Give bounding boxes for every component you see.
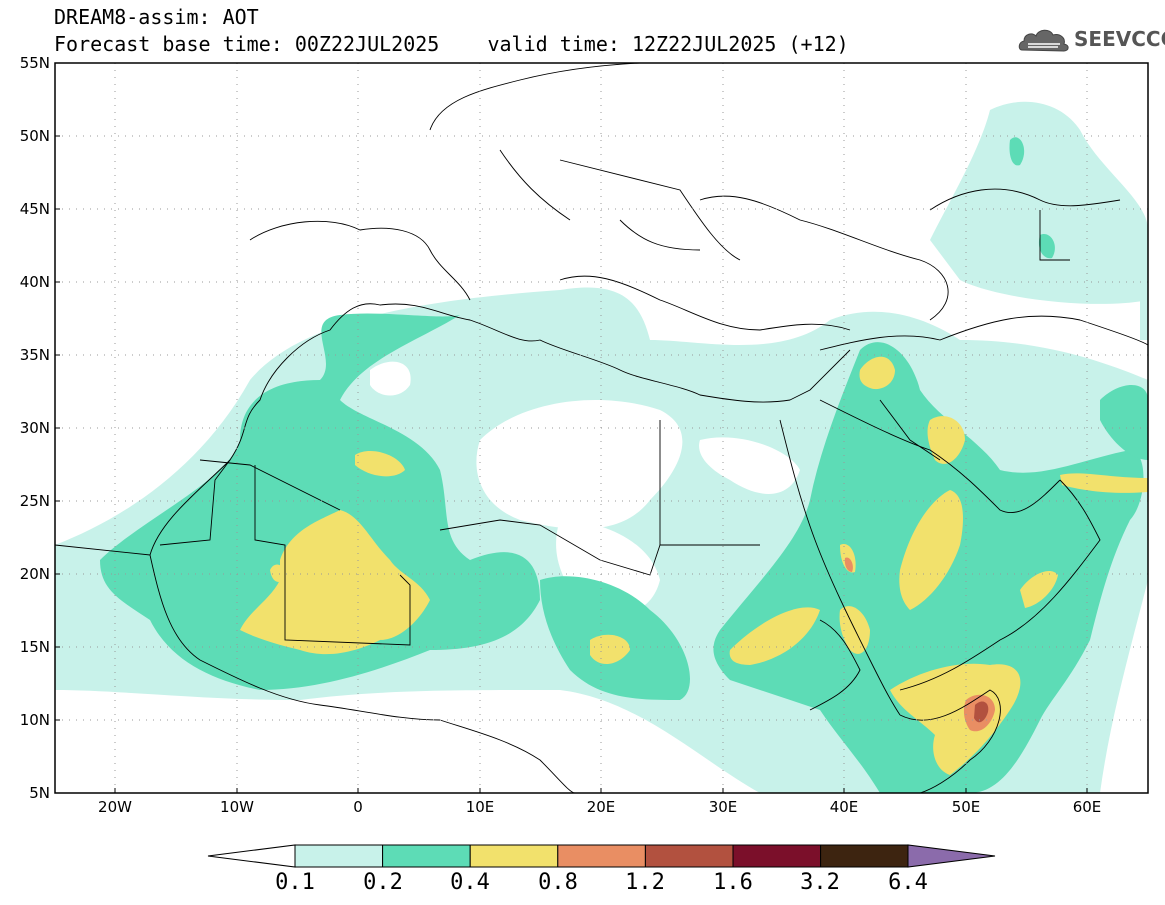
aot-zone-0.4 <box>355 450 405 477</box>
lat-label: 40N <box>20 273 50 291</box>
aot-zone-0.4 <box>729 607 820 665</box>
logo-text: SEEVCCC <box>1074 27 1165 51</box>
longitude-labels: 20W 10W 0 10E 20E 30E 40E 50E 60E <box>98 798 1101 816</box>
lat-label: 15N <box>20 638 50 656</box>
lon-label: 10W <box>220 798 254 816</box>
aot-zone-0.2 <box>100 313 540 690</box>
latitude-labels: 55N 50N 45N 40N 35N 30N 25N 20N 15N 10N … <box>20 54 50 802</box>
aot-field <box>55 101 1148 793</box>
colorbar-label: 0.8 <box>538 870 578 895</box>
lon-label: 60E <box>1073 798 1102 816</box>
aot-zone-0.4 <box>270 564 285 582</box>
cloud-logo-icon <box>1018 29 1069 52</box>
lat-label: 45N <box>20 200 50 218</box>
time-info: Forecast base time: 00Z22JUL2025 valid t… <box>54 32 849 56</box>
aot-zone-0.2 <box>1100 385 1148 460</box>
lat-label: 25N <box>20 492 50 510</box>
colorbar-box <box>382 844 471 868</box>
chart-title: DREAM8-assim: AOT <box>54 5 259 29</box>
aot-zone-0.4 <box>590 634 630 665</box>
lat-label: 20N <box>20 565 50 583</box>
colorbar-box <box>644 844 734 868</box>
colorbar-label: 1.6 <box>713 870 753 895</box>
aot-zone-0.4 <box>1020 570 1058 608</box>
colorbar-label: 3.2 <box>800 870 840 895</box>
aot-zone-0.2 <box>1009 137 1025 166</box>
lon-label: 10E <box>466 798 495 816</box>
lon-label: 30E <box>709 798 738 816</box>
colorbar-box <box>294 844 384 868</box>
aot-zone-1.2 <box>974 701 989 723</box>
colorbar-box <box>820 844 909 868</box>
colorbar-label: 1.2 <box>625 870 665 895</box>
colorbar-label: 0.1 <box>275 870 315 895</box>
lon-label: 0 <box>353 798 363 816</box>
lat-label: 35N <box>20 346 50 364</box>
colorbar-label: 0.2 <box>363 870 403 895</box>
lon-label: 20W <box>98 798 132 816</box>
aot-zone-0.2 <box>1038 234 1055 259</box>
lat-label: 30N <box>20 419 50 437</box>
gridlines <box>55 63 1148 793</box>
lon-label: 20E <box>587 798 616 816</box>
aot-zone-0.4 <box>859 356 895 390</box>
aot-zone-0.1 <box>930 101 1148 304</box>
aot-zone-0.4 <box>927 416 965 464</box>
axis-ticks <box>55 62 1088 794</box>
aot-zone-0.1 <box>1140 300 1148 340</box>
colorbar-box <box>732 844 822 868</box>
colorbar-box <box>557 844 646 868</box>
colorbar-under-arrow <box>207 844 296 868</box>
colorbar-label: 0.4 <box>450 870 490 895</box>
aot-zone-0.4 <box>899 490 963 610</box>
lat-label: 5N <box>29 784 50 802</box>
colorbar-box <box>469 844 559 868</box>
coastlines <box>55 63 1148 793</box>
aot-zone-0.4 <box>1060 473 1148 493</box>
lat-label: 10N <box>20 711 50 729</box>
aot-zone-0.4 <box>240 510 430 655</box>
lat-label: 55N <box>20 54 50 72</box>
aot-zone-0.8 <box>844 557 853 572</box>
colorbar-over-arrow <box>907 844 996 868</box>
lon-label: 50E <box>952 798 981 816</box>
colorbar-label: 6.4 <box>888 870 928 895</box>
lon-label: 40E <box>830 798 859 816</box>
colorbar-boxes <box>294 844 909 868</box>
lat-label: 50N <box>20 127 50 145</box>
